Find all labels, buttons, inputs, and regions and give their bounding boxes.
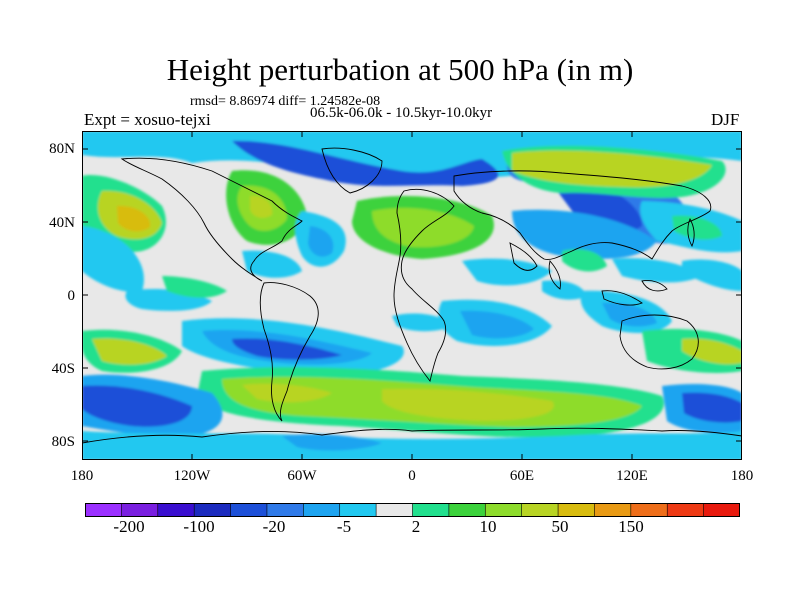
lat-label-80s: 80S (51, 434, 75, 450)
coastlines (82, 147, 742, 444)
colorbar-swatch (375, 503, 414, 517)
colorbar-swatch (703, 503, 740, 517)
colorbar-tick-label: -20 (262, 517, 286, 536)
colorbar-swatch (157, 503, 195, 517)
colorbar-tick-label: -200 (113, 517, 145, 536)
contour-map (82, 131, 742, 460)
axis-ticks (82, 131, 742, 460)
colorbar-swatch (521, 503, 559, 517)
colorbar-tick-label: 150 (618, 517, 644, 536)
lat-label-equator: 0 (67, 288, 76, 304)
lon-label-0: 0 (408, 468, 416, 484)
season-label: DJF (711, 110, 740, 129)
stats-subtitle: rmsd= 8.86974 diff= 1.24582e-08 (190, 94, 381, 109)
colorbar-tick-label: -100 (183, 517, 215, 536)
lon-label-60e: 60E (509, 468, 535, 484)
colorbar-swatch (630, 503, 669, 517)
lat-label-80n: 80N (49, 141, 75, 157)
lon-label-180e: 180 (730, 468, 754, 484)
lon-label-60w: 60W (287, 468, 317, 484)
colorbar-swatch (121, 503, 159, 517)
colorbar-tick-label: 10 (479, 517, 497, 536)
colorbar-tick-label: 2 (411, 517, 421, 536)
map-panel (82, 131, 742, 460)
lat-label-40s: 40S (51, 361, 75, 377)
plot-title: Height perturbation at 500 hPa (in m) (166, 52, 634, 87)
colorbar-swatch (85, 503, 123, 517)
contour-fill (82, 131, 742, 460)
colorbar-swatch (266, 503, 305, 517)
colorbar-swatch (484, 503, 523, 517)
lon-label-180w: 180 (70, 468, 94, 484)
colorbar-swatch (193, 503, 232, 517)
experiment-label: Expt = xosuo-tejxi (84, 110, 211, 129)
colorbar-tick-label: 50 (551, 517, 569, 536)
colorbar-swatch (666, 503, 705, 517)
colorbar-swatches (85, 503, 740, 517)
lon-label-120e: 120E (616, 468, 648, 484)
lon-label-120w: 120W (173, 468, 211, 484)
colorbar-swatch (412, 503, 450, 517)
colorbar-swatch (230, 503, 268, 517)
colorbar-swatch (339, 503, 377, 517)
colorbar-swatch (448, 503, 487, 517)
colorbar-swatch (594, 503, 632, 517)
lat-label-40n: 40N (49, 215, 75, 231)
colorbar-tick-label: -5 (336, 517, 352, 536)
colorbar-swatch (557, 503, 596, 517)
colorbar-swatch (303, 503, 341, 517)
colorbar (85, 503, 740, 517)
period-subtitle: 06.5k-06.0k - 10.5kyr-10.0kyr (310, 105, 493, 121)
